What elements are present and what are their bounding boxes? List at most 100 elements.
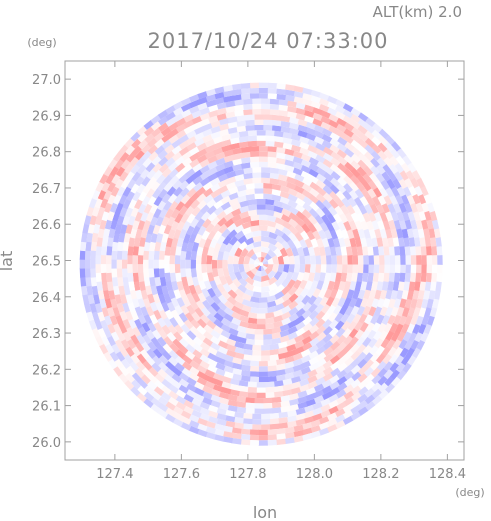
radar-cell [241, 215, 252, 224]
radar-cell [220, 195, 231, 205]
radar-cell [365, 297, 374, 309]
radar-cell [97, 205, 106, 217]
radar-cell [276, 93, 287, 101]
radar-cell [174, 355, 186, 366]
radar-cell [210, 189, 221, 199]
radar-cell [385, 330, 395, 342]
radar-cell [292, 156, 304, 165]
radar-cell [309, 317, 320, 327]
radar-cell [80, 285, 88, 296]
radar-cell [265, 386, 275, 393]
x-tick-label: 128.4 [429, 467, 466, 482]
radar-cell [158, 156, 169, 167]
radar-cell [330, 347, 341, 358]
radar-cell [196, 246, 204, 256]
radar-cell [381, 203, 391, 214]
radar-cell [245, 327, 255, 335]
radar-cell [249, 161, 260, 168]
radar-cell [82, 223, 90, 234]
radar-cell [383, 272, 390, 283]
radar-cell [210, 400, 221, 408]
radar-cell [184, 205, 195, 217]
radar-cell [210, 329, 221, 339]
radar-cell [404, 219, 413, 231]
radar-cell [273, 320, 284, 329]
radar-cell [377, 375, 388, 387]
radar-cell [136, 333, 146, 345]
radar-cell [274, 297, 285, 306]
radar-cell [316, 193, 327, 204]
radar-cell [231, 357, 242, 365]
radar-cell [236, 325, 247, 333]
radar-cell [282, 383, 293, 391]
radar-cell [171, 373, 182, 383]
radar-cell [335, 246, 342, 257]
radar-cell [397, 186, 406, 198]
radar-cell [183, 125, 195, 135]
radar-cell [283, 264, 290, 273]
radar-cell [301, 309, 312, 320]
radar-cell [370, 157, 381, 169]
radar-cell [310, 101, 322, 110]
radar-cell [339, 213, 349, 224]
radar-cell [286, 338, 297, 347]
radar-cell [183, 399, 194, 409]
radar-cell [374, 211, 383, 223]
radar-cell [423, 290, 430, 301]
radar-cell [223, 365, 234, 374]
radar-cell [307, 150, 319, 160]
radar-cell [305, 387, 316, 396]
radar-cell [309, 187, 320, 198]
radar-cell [216, 113, 228, 121]
radar-cell [349, 343, 360, 354]
radar-cell [309, 337, 320, 347]
radar-cell [274, 222, 285, 232]
radar-cell [363, 264, 369, 274]
radar-cell [238, 391, 249, 398]
radar-cell [126, 151, 137, 163]
radar-cell [331, 297, 341, 308]
radar-cell [428, 228, 436, 239]
radar-cell [301, 336, 313, 346]
radar-cell [330, 157, 341, 168]
radar-cell [114, 293, 122, 304]
radar-cell [408, 185, 418, 197]
radar-cell [145, 161, 156, 173]
radar-cell [139, 348, 150, 360]
radar-cell [145, 305, 155, 317]
radar-cell [273, 391, 284, 398]
radar-cell [126, 178, 137, 190]
radar-cell [401, 289, 409, 301]
radar-cell [150, 285, 158, 296]
radar-cell [210, 177, 221, 187]
radar-cell [260, 350, 271, 356]
radar-cell [119, 170, 129, 182]
radar-cell [388, 246, 395, 256]
radar-cell [404, 315, 413, 327]
radar-cell [277, 346, 288, 355]
radar-cell [370, 382, 382, 393]
radar-cell [279, 329, 290, 338]
radar-cell [120, 223, 128, 234]
radar-cell [101, 236, 109, 247]
radar-cell [263, 193, 273, 200]
radar-cell [85, 258, 91, 269]
radar-cell [290, 376, 301, 384]
radar-cell [122, 215, 131, 226]
radar-cell [120, 178, 131, 190]
radar-cell [383, 322, 393, 334]
radar-cell [110, 330, 120, 342]
radar-cell [207, 410, 219, 419]
radar-cell [271, 326, 282, 334]
radar-cell [244, 288, 254, 297]
radar-cell [323, 165, 335, 176]
radar-cell [186, 213, 196, 224]
radar-cell [202, 128, 213, 137]
radar-cell [258, 156, 269, 162]
radar-cell [130, 334, 140, 345]
radar-cell [281, 208, 292, 217]
radar-cell [231, 208, 242, 217]
radar-cell [383, 156, 394, 168]
radar-cell [252, 286, 262, 293]
radar-cell [322, 319, 333, 330]
